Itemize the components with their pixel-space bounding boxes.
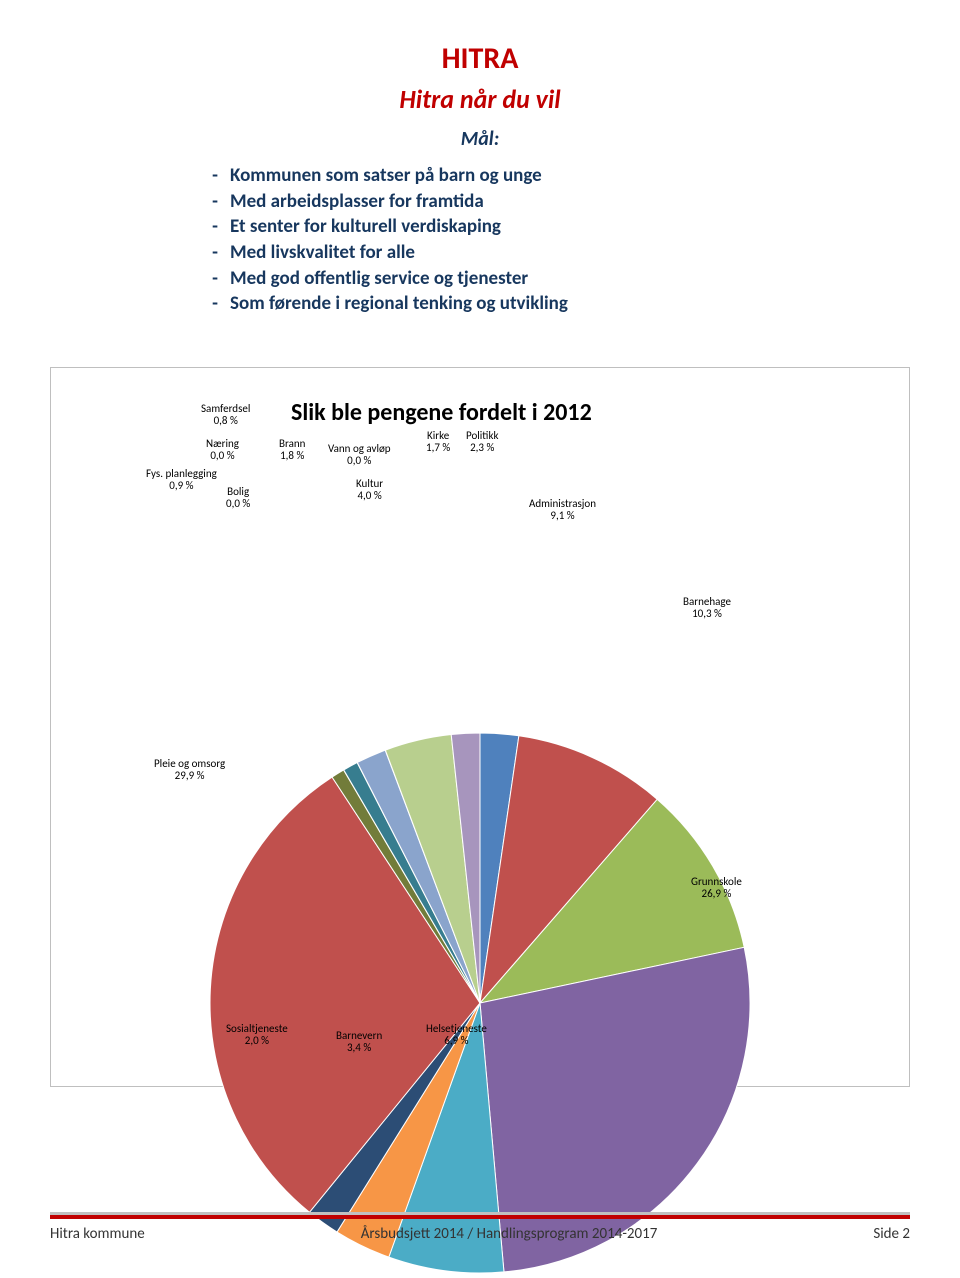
chart-container: Slik ble pengene fordelt i 2012 Samferds… bbox=[50, 367, 910, 1087]
slice-label-helsetjeneste: Helsetjeneste6,9 % bbox=[426, 1023, 487, 1048]
page-title: HITRA bbox=[50, 40, 910, 77]
slice-label-fys: Fys. planlegging0,9 % bbox=[146, 468, 217, 493]
slice-label-barnehage: Barnehage10,3 % bbox=[683, 596, 731, 621]
slice-label-pleie: Pleie og omsorg29,9 % bbox=[154, 758, 225, 783]
slice-label-vann: Vann og avløp0,0 % bbox=[328, 443, 391, 468]
slice-label-samferdsel: Samferdsel0,8 % bbox=[201, 403, 250, 428]
goal-item: -Et senter for kulturell verdiskaping bbox=[200, 214, 760, 240]
footer-left: Hitra kommune bbox=[50, 1225, 145, 1243]
footer-center: Årsbudsjett 2014 / Handlingsprogram 2014… bbox=[361, 1225, 658, 1243]
slice-label-administrasjon: Administrasjon9,1 % bbox=[529, 498, 596, 523]
slice-label-sosialtjeneste: Sosialtjeneste2,0 % bbox=[226, 1023, 288, 1048]
footer-right: Side 2 bbox=[873, 1225, 910, 1243]
slice-label-kirke: Kirke1,7 % bbox=[426, 430, 450, 455]
slice-label-politikk: Politikk2,3 % bbox=[466, 430, 498, 455]
slice-label-bolig: Bolig0,0 % bbox=[226, 486, 250, 511]
page-subtitle: Hitra når du vil bbox=[50, 83, 910, 115]
slice-label-naering: Næring0,0 % bbox=[206, 438, 239, 463]
goal-item: -Kommunen som satser på barn og unge bbox=[200, 163, 760, 189]
chart-title: Slik ble pengene fordelt i 2012 bbox=[291, 398, 592, 427]
footer-divider bbox=[50, 1212, 910, 1219]
pie-chart bbox=[210, 733, 750, 1278]
goal-item: -Med arbeidsplasser for framtida bbox=[200, 189, 760, 215]
slice-label-grunnskole: Grunnskole26,9 % bbox=[691, 876, 742, 901]
goal-item: -Med god offentlig service og tjenester bbox=[200, 266, 760, 292]
goal-item: -Med livskvalitet for alle bbox=[200, 240, 760, 266]
slice-label-barnevern: Barnevern3,4 % bbox=[336, 1030, 382, 1055]
slice-label-kultur: Kultur4,0 % bbox=[356, 478, 383, 503]
goals-list: -Kommunen som satser på barn og unge-Med… bbox=[200, 163, 760, 317]
page-footer: Hitra kommune Årsbudsjett 2014 / Handlin… bbox=[50, 1212, 910, 1243]
goal-item: -Som førende i regional tenking og utvik… bbox=[200, 291, 760, 317]
slice-label-brann: Brann1,8 % bbox=[279, 438, 305, 463]
goals-heading: Mål: bbox=[50, 127, 910, 151]
